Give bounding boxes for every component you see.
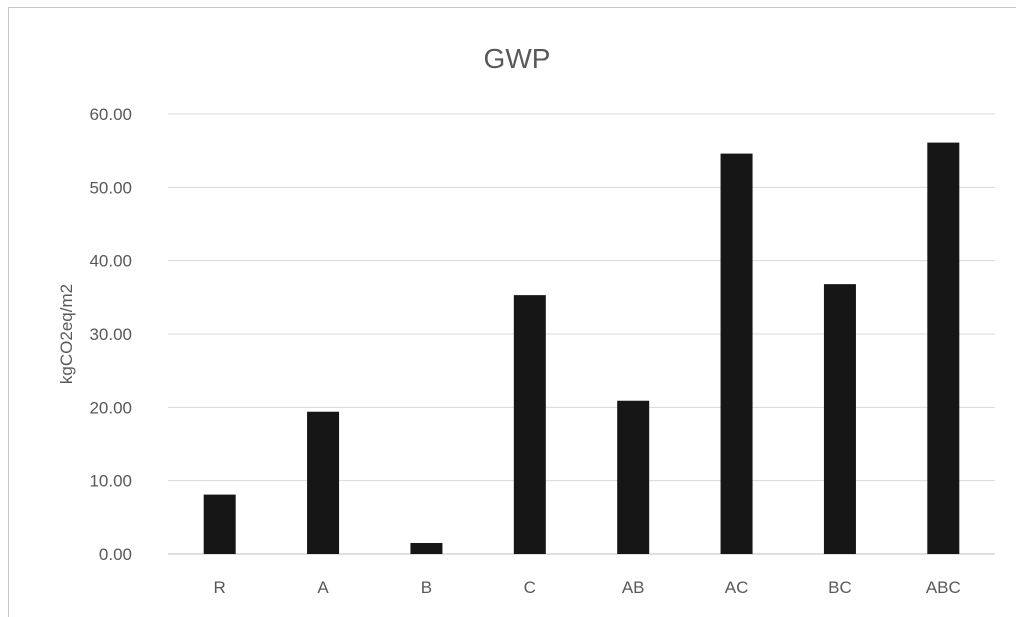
chart-title: GWP — [484, 43, 551, 74]
bar-b — [410, 543, 443, 554]
y-tick-label: 10.00 — [89, 472, 132, 491]
x-tick-label: ABC — [926, 578, 961, 597]
bar-r — [203, 494, 236, 554]
y-tick-label: 60.00 — [89, 105, 132, 124]
y-axis-label: kgCO2eq/m2 — [57, 284, 76, 384]
bar-bc — [823, 284, 856, 554]
bar-c — [513, 295, 546, 554]
x-tick-label: B — [421, 578, 432, 597]
bar-ac — [720, 153, 753, 554]
bar-a — [307, 411, 340, 554]
x-axis-ticks: R A B C AB AC BC ABC — [214, 578, 961, 597]
x-tick-label: C — [524, 578, 536, 597]
x-tick-label: R — [214, 578, 226, 597]
x-tick-label: AC — [725, 578, 749, 597]
bars — [203, 142, 960, 554]
x-tick-label: AB — [622, 578, 645, 597]
bar-abc — [927, 142, 960, 554]
x-tick-label: BC — [828, 578, 852, 597]
gridlines — [168, 113, 995, 555]
y-tick-label: 20.00 — [89, 398, 132, 417]
y-tick-label: 50.00 — [89, 178, 132, 197]
bar-ab — [617, 400, 650, 554]
y-tick-label: 30.00 — [89, 325, 132, 344]
y-tick-label: 40.00 — [89, 252, 132, 271]
x-tick-label: A — [317, 578, 329, 597]
y-axis-ticks: 0.00 10.00 20.00 30.00 40.00 50.00 60.00 — [89, 105, 132, 564]
y-tick-label: 0.00 — [99, 545, 132, 564]
